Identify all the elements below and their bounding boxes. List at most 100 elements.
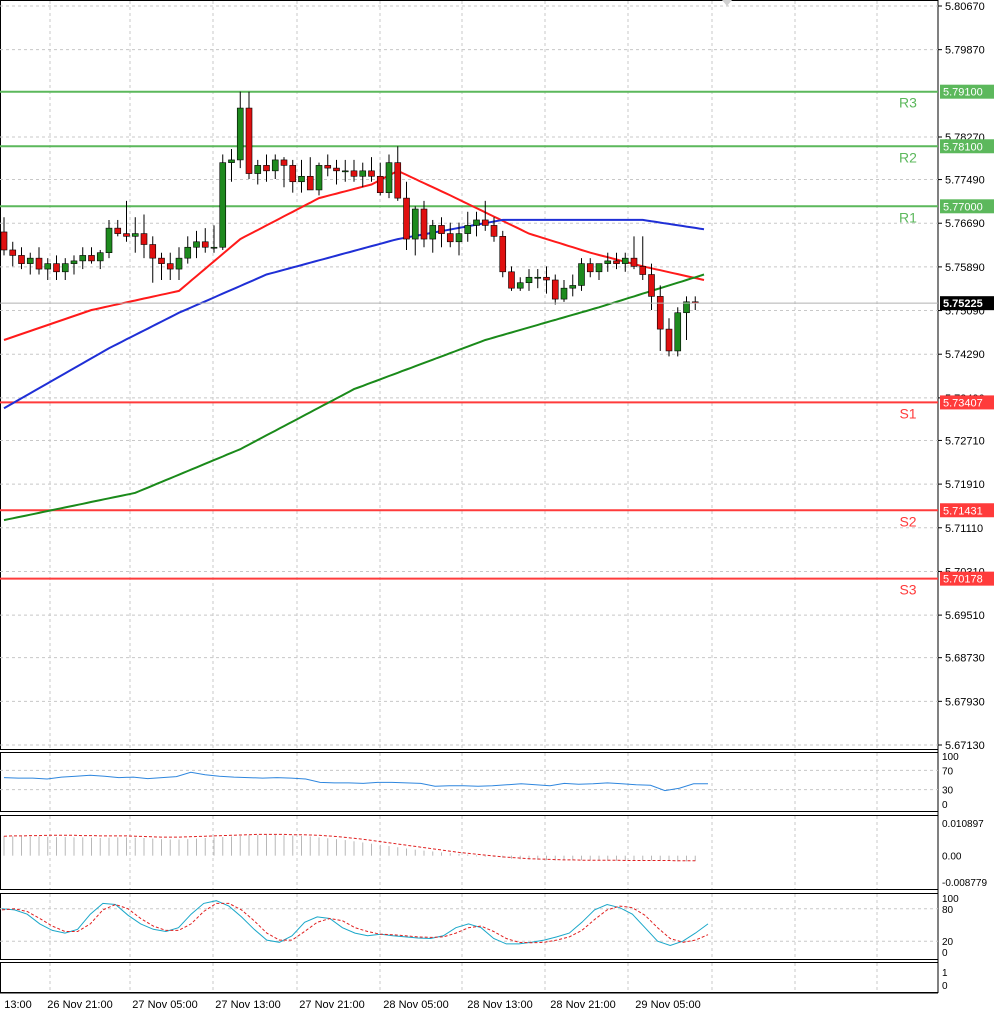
candle-body[interactable] <box>140 233 148 245</box>
candle-body[interactable] <box>44 263 52 270</box>
candle-body[interactable] <box>394 162 402 199</box>
histogram-bar <box>432 851 434 856</box>
candle-body[interactable] <box>464 225 472 234</box>
level-name-S1: S1 <box>899 405 916 421</box>
candle-body[interactable] <box>490 225 498 237</box>
candle-body[interactable] <box>534 276 542 279</box>
candle-body[interactable] <box>271 159 279 172</box>
candle-body[interactable] <box>88 255 95 262</box>
candle-body[interactable] <box>621 257 629 264</box>
time-label: 27 Nov 05:00 <box>132 999 197 1011</box>
candle-body[interactable] <box>543 276 550 281</box>
candle-body[interactable] <box>586 263 594 273</box>
time-label: 26 Nov 21:00 <box>47 999 112 1011</box>
candle-body[interactable] <box>656 296 664 330</box>
histogram-bar <box>353 841 355 856</box>
candle-body[interactable] <box>473 219 480 226</box>
histogram-bar <box>651 855 652 861</box>
candle-body[interactable] <box>245 107 253 174</box>
candle-body[interactable] <box>333 167 340 172</box>
candle-body[interactable] <box>385 162 393 193</box>
candle-body[interactable] <box>420 208 428 240</box>
candle-body[interactable] <box>595 263 603 273</box>
candle-body[interactable] <box>289 165 297 183</box>
candle-body[interactable] <box>481 219 489 226</box>
candle-body[interactable] <box>9 249 17 256</box>
candle-body[interactable] <box>630 257 638 267</box>
candle-body[interactable] <box>560 287 568 300</box>
candle-body[interactable] <box>376 175 384 193</box>
candle-body[interactable] <box>166 263 174 270</box>
histogram-bar <box>99 837 101 856</box>
candle-body[interactable] <box>508 271 515 289</box>
candle-body[interactable] <box>341 170 349 173</box>
candle-body[interactable] <box>683 301 690 314</box>
candle-body[interactable] <box>263 165 270 172</box>
candle-body[interactable] <box>613 260 620 264</box>
candle-body[interactable] <box>315 165 323 191</box>
candle-body[interactable] <box>219 162 227 248</box>
candle-body[interactable] <box>639 266 647 275</box>
histogram-bar <box>21 836 22 856</box>
moving-average-line-1 <box>3 218 705 410</box>
candle-body[interactable] <box>324 165 332 169</box>
histogram-tick-label: -0.008779 <box>942 878 987 889</box>
candle-body[interactable] <box>35 257 43 270</box>
candle-body[interactable] <box>411 208 419 240</box>
candle-body[interactable] <box>648 274 655 297</box>
stochastic-main-line <box>1 900 709 947</box>
candle-body[interactable] <box>569 285 577 289</box>
candle-body[interactable] <box>306 175 314 191</box>
candle-body[interactable] <box>175 257 183 270</box>
candle-body[interactable] <box>429 225 437 240</box>
candle-body[interactable] <box>210 246 218 249</box>
candle-body[interactable] <box>359 170 367 177</box>
candle-body[interactable] <box>236 107 244 161</box>
candle-body[interactable] <box>665 328 673 352</box>
candle-body[interactable] <box>438 225 445 234</box>
candle-body[interactable] <box>26 257 34 264</box>
candle-body[interactable] <box>403 197 410 240</box>
histogram-bar <box>537 855 539 860</box>
histogram-bar <box>449 853 451 856</box>
candle-body[interactable] <box>455 233 463 243</box>
candle-body[interactable] <box>96 252 104 262</box>
histogram-bar <box>379 844 381 856</box>
candle-body[interactable] <box>674 312 682 352</box>
oscillator-tick-label: 0 <box>942 800 948 811</box>
candle-body[interactable] <box>228 159 235 163</box>
candle-body[interactable] <box>368 170 375 177</box>
candle-body[interactable] <box>298 175 305 183</box>
candle-body[interactable] <box>201 241 209 248</box>
scroll-indicator-icon[interactable] <box>722 0 732 6</box>
candle-body[interactable] <box>280 159 288 166</box>
candle-body[interactable] <box>516 282 524 289</box>
stochastic-tick-label: 20 <box>942 937 954 948</box>
candle-body[interactable] <box>105 227 113 253</box>
candle-body[interactable] <box>61 263 69 273</box>
candle-body[interactable] <box>131 233 139 237</box>
candle-body[interactable] <box>149 244 157 259</box>
oscillator-tick-label: 70 <box>942 766 954 777</box>
candle-body[interactable] <box>499 236 507 273</box>
candle-body[interactable] <box>446 233 454 243</box>
candle-body[interactable] <box>70 260 78 264</box>
candle-body[interactable] <box>193 241 200 248</box>
candle-body[interactable] <box>114 227 122 234</box>
candle-body[interactable] <box>350 170 358 177</box>
candle-body[interactable] <box>525 276 533 284</box>
candle-body[interactable] <box>604 260 612 264</box>
candle-body[interactable] <box>551 279 559 300</box>
candle-body[interactable] <box>79 255 87 262</box>
candle-body[interactable] <box>53 263 60 273</box>
candle-body[interactable] <box>123 233 130 237</box>
histogram-bar <box>292 835 294 856</box>
candle-body[interactable] <box>184 246 192 259</box>
candle-body[interactable] <box>254 165 262 174</box>
candle-body[interactable] <box>578 263 585 286</box>
histogram-bar <box>161 839 162 856</box>
candle-body[interactable] <box>158 257 165 264</box>
candle-body[interactable] <box>18 255 25 264</box>
candle-body[interactable] <box>0 231 8 251</box>
